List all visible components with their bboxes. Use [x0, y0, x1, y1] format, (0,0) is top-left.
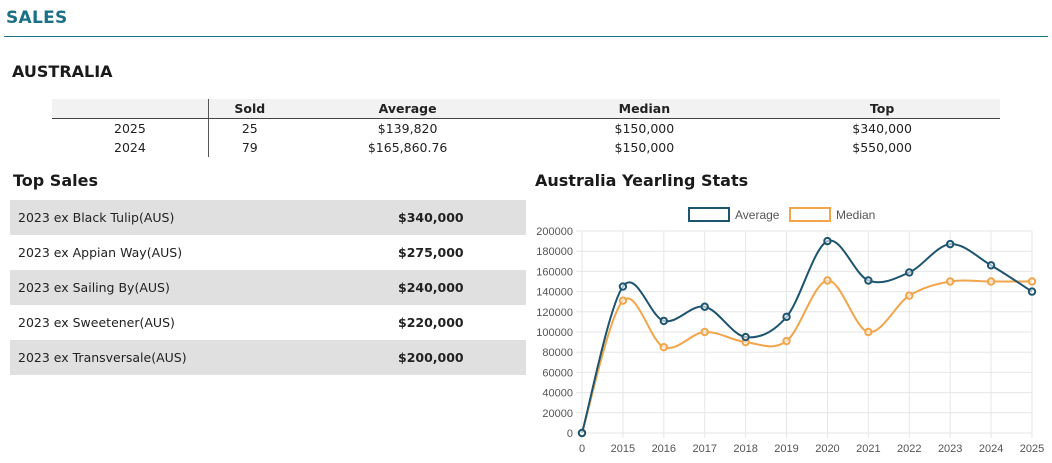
- summary-cell-sold: 79: [241, 140, 258, 155]
- sale-name: 2023 ex Transversale(AUS): [18, 350, 187, 365]
- sale-name: 2023 ex Black Tulip(AUS): [18, 210, 175, 225]
- data-point-median: [1027, 277, 1037, 286]
- series-line-median: [581, 279, 1032, 434]
- sale-price: $240,000: [398, 280, 464, 295]
- x-tick-label: 2015: [611, 443, 635, 455]
- x-tick-label: 2021: [856, 443, 880, 455]
- data-point-median: [864, 327, 873, 337]
- header-divider: [4, 36, 1048, 37]
- data-point-average: [741, 332, 750, 342]
- summary-header-row: Sold Average Median Top: [52, 99, 1000, 119]
- legend-swatch: [789, 207, 831, 222]
- list-item: 2023 ex Sweetener(AUS) $220,000: [10, 305, 526, 340]
- data-point-median: [945, 277, 955, 286]
- legend-label: Median: [836, 208, 875, 222]
- summary-row: 2024 79 $165,860.76 $150,000 $550,000: [52, 138, 1000, 157]
- data-point-average: [782, 312, 791, 322]
- x-tick-label: 0: [579, 443, 585, 455]
- data-point-median: [905, 291, 914, 300]
- x-tick-label: 2019: [774, 443, 798, 455]
- data-point-average: [659, 316, 669, 326]
- list-item: 2023 ex Appian Way(AUS) $275,000: [10, 235, 526, 270]
- data-point-average: [945, 239, 955, 249]
- sale-price: $220,000: [398, 315, 464, 330]
- page-title: SALES: [6, 8, 68, 28]
- x-tick-label: 2024: [979, 443, 1003, 455]
- y-tick-label: 40000: [542, 388, 573, 400]
- sale-price: $275,000: [398, 245, 464, 260]
- series-line-average: [581, 239, 1033, 434]
- y-tick-label: 20000: [542, 408, 573, 420]
- list-item: 2023 ex Transversale(AUS) $200,000: [10, 340, 526, 375]
- data-point-median: [823, 276, 832, 285]
- data-point-median: [618, 296, 628, 305]
- x-tick-label: 2025: [1020, 443, 1044, 455]
- y-tick-label: 0: [567, 428, 573, 440]
- data-point-median: [700, 327, 709, 337]
- summary-cell-top: $550,000: [852, 140, 912, 155]
- y-tick-label: 80000: [542, 347, 573, 359]
- y-tick-label: 120000: [536, 307, 573, 319]
- data-point-average: [986, 261, 996, 270]
- data-point-average: [1027, 287, 1037, 296]
- data-point-median: [986, 277, 996, 286]
- y-tick-label: 140000: [536, 287, 573, 299]
- legend-swatch: [688, 207, 730, 222]
- sale-name: 2023 ex Sailing By(AUS): [18, 280, 170, 295]
- y-tick-label: 200000: [536, 226, 573, 238]
- y-tick-label: 180000: [536, 246, 573, 258]
- summary-cell-top: $340,000: [852, 121, 912, 136]
- x-tick-label: 2023: [938, 443, 962, 455]
- sale-name: 2023 ex Sweetener(AUS): [18, 315, 175, 330]
- summary-table: Sold Average Median Top 2025 25 $139,820…: [52, 99, 1000, 157]
- data-point-average: [618, 282, 628, 291]
- data-point-median: [782, 336, 791, 346]
- data-point-average: [823, 236, 832, 246]
- legend-label: Average: [735, 208, 780, 222]
- x-tick-label: 2016: [652, 443, 676, 455]
- summary-cell-sold: 25: [241, 121, 258, 136]
- summary-cell-median: $150,000: [614, 140, 675, 155]
- y-tick-label: 100000: [536, 327, 573, 339]
- x-tick-label: 2022: [897, 443, 921, 455]
- sale-name: 2023 ex Appian Way(AUS): [18, 245, 183, 260]
- data-point-median: [659, 342, 669, 352]
- list-item: 2023 ex Sailing By(AUS) $240,000: [10, 270, 526, 305]
- y-tick-label: 60000: [542, 367, 573, 379]
- top-sales-list: 2023 ex Black Tulip(AUS) $340,000 2023 e…: [10, 200, 526, 375]
- summary-col-header: Average: [290, 99, 525, 119]
- summary-col-header: Sold: [208, 99, 291, 119]
- top-sales-heading: Top Sales: [13, 171, 98, 190]
- summary-cell-average: $165,860.76: [367, 140, 448, 155]
- sale-price: $340,000: [398, 210, 464, 225]
- sale-price: $200,000: [398, 350, 464, 365]
- x-tick-label: 2017: [692, 443, 716, 455]
- summary-cell-year: 2024: [52, 138, 209, 157]
- summary-cell-year: 2025: [52, 118, 209, 138]
- country-heading: AUSTRALIA: [12, 62, 113, 81]
- data-point-average: [700, 302, 709, 311]
- summary-col-header: Median: [524, 99, 765, 119]
- list-item: 2023 ex Black Tulip(AUS) $340,000: [10, 200, 526, 235]
- x-tick-label: 2018: [733, 443, 757, 455]
- summary-row: 2025 25 $139,820 $150,000 $340,000: [52, 118, 1000, 138]
- data-point-average: [577, 428, 587, 438]
- data-point-average: [905, 268, 914, 277]
- data-point-average: [864, 276, 873, 285]
- summary-col-header: [52, 99, 209, 119]
- chart-title: Australia Yearling Stats: [535, 171, 749, 190]
- y-tick-label: 160000: [536, 266, 573, 278]
- x-tick-label: 2020: [815, 443, 839, 455]
- summary-cell-median: $150,000: [614, 121, 675, 136]
- summary-col-header: Top: [764, 99, 1000, 119]
- summary-cell-average: $139,820: [377, 121, 438, 136]
